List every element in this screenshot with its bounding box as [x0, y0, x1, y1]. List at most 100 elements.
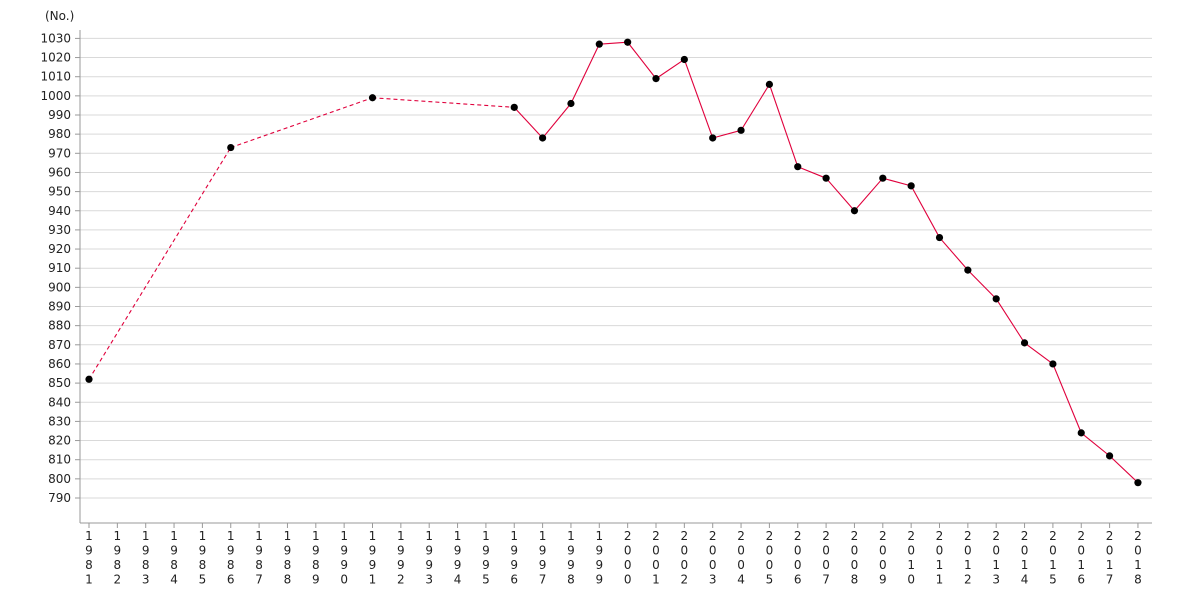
- series-lines: [88, 41, 1139, 484]
- series-segment-2014-2015: [1024, 342, 1054, 365]
- data-point-1996: [510, 103, 518, 111]
- series-segment-2001-2002: [655, 59, 685, 80]
- series-segment-1991-1996: [372, 97, 515, 108]
- x-tick-labels: 1 9 8 1 1 9 8 2 1 9 8 3 1 9 8 4 1 9 8 5 1 9 8 6 1 9 8 7 1 9 8 8 1 9 8 9 1 9 9 0…: [85, 523, 1142, 587]
- data-point-2016: [1077, 429, 1085, 437]
- y-tick-label-1000: 1000: [40, 89, 71, 103]
- y-tick-label-900: 900: [48, 280, 71, 294]
- series-segment-2008-2009: [854, 177, 884, 212]
- y-tick-label-860: 860: [48, 357, 71, 371]
- data-point-1981: [85, 375, 93, 383]
- data-point-2018: [1134, 479, 1142, 487]
- data-points: [85, 38, 1142, 487]
- series-segment-2013-2014: [995, 298, 1026, 344]
- y-tick-labels: 790 800 810 820 830 840 850 860 870 880 890 900 910 9…: [40, 31, 71, 505]
- data-point-2002: [680, 55, 688, 64]
- y-tick-label-1010: 1010: [40, 70, 71, 84]
- series-segment-2011-2012: [939, 237, 969, 271]
- data-point-2003: [709, 134, 717, 142]
- data-point-2004: [737, 126, 745, 134]
- series-segment-2009-2010: [882, 177, 912, 187]
- y-tick-label-790: 790: [48, 491, 71, 505]
- data-point-2011: [935, 233, 944, 242]
- data-point-1998: [567, 99, 575, 108]
- series-segment-2015-2016: [1052, 363, 1082, 434]
- y-tick-label-820: 820: [48, 434, 71, 448]
- series-segment-2017-2018: [1109, 455, 1139, 484]
- y-tick-label-1020: 1020: [40, 51, 71, 65]
- data-point-2017: [1106, 452, 1114, 460]
- data-point-2010: [907, 182, 915, 190]
- data-point-2005: [765, 80, 774, 88]
- data-point-1999: [595, 40, 603, 48]
- y-tick-label-920: 920: [48, 242, 71, 256]
- y-tick-label-850: 850: [48, 376, 71, 390]
- y-tick-label-810: 810: [48, 453, 71, 467]
- data-point-2014: [1020, 339, 1029, 347]
- data-point-2012: [964, 266, 972, 274]
- y-tick-label-940: 940: [48, 204, 71, 218]
- data-point-2009: [879, 174, 887, 182]
- series-segment-2003-2004: [712, 129, 742, 139]
- data-point-1991: [368, 94, 377, 102]
- y-tick-label-800: 800: [48, 472, 71, 486]
- series-segment-2012-2013: [967, 269, 997, 300]
- y-tick-label-840: 840: [48, 395, 71, 409]
- y-tick-label-970: 970: [48, 146, 71, 160]
- series-segment-2004-2005: [740, 84, 770, 131]
- axes: [79, 30, 1152, 524]
- y-axis-unit-label: (No.): [45, 9, 74, 23]
- gridlines: [75, 37, 1152, 499]
- y-tick-label-880: 880: [48, 319, 71, 333]
- y-tick-label-950: 950: [48, 185, 71, 199]
- series-segment-2010-2011: [910, 185, 940, 238]
- data-point-2015: [1049, 360, 1057, 368]
- series-segment-2005-2006: [768, 84, 799, 167]
- data-point-2006: [794, 163, 802, 171]
- y-tick-label-830: 830: [48, 414, 71, 428]
- data-point-2008: [850, 207, 859, 215]
- series-segment-1986-1991: [230, 97, 373, 149]
- data-point-2013: [992, 295, 1000, 303]
- y-tick-label-870: 870: [48, 338, 71, 352]
- series-segment-2007-2008: [825, 177, 855, 212]
- y-tick-label-890: 890: [48, 300, 71, 314]
- data-point-1986: [227, 143, 235, 152]
- y-tick-label-990: 990: [48, 108, 71, 122]
- series-segment-1999-2000: [599, 41, 628, 45]
- y-tick-label-980: 980: [48, 127, 71, 141]
- series-segment-1996-1997: [513, 106, 544, 139]
- series-segment-2000-2001: [627, 41, 657, 79]
- data-point-2000: [624, 38, 632, 46]
